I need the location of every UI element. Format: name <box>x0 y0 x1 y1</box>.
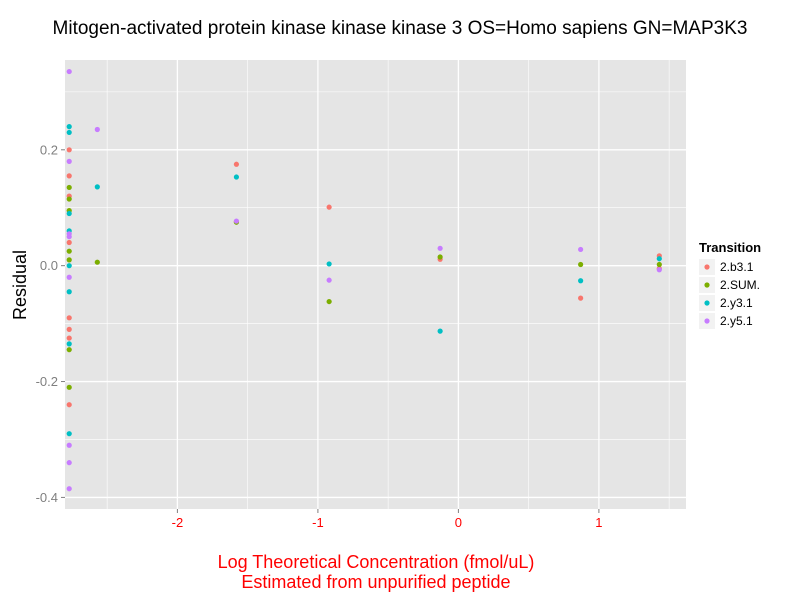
data-point-2.y5.1 <box>66 442 72 448</box>
data-point-2.y3.1 <box>66 431 72 437</box>
x-tick-label: -2 <box>172 515 184 530</box>
legend-label-2.y5.1: 2.y5.1 <box>720 314 753 328</box>
data-point-2.b3.1 <box>326 204 332 210</box>
data-point-2.b3.1 <box>66 147 72 153</box>
x-axis-label-line-1: Log Theoretical Concentration (fmol/uL) <box>218 552 535 572</box>
data-points <box>66 68 662 492</box>
legend-label-2.b3.1: 2.b3.1 <box>720 260 754 274</box>
data-point-2.b3.1 <box>66 335 72 341</box>
x-tick-label: 0 <box>455 515 462 530</box>
data-point-2.y3.1 <box>656 256 662 262</box>
legend-label-2.y3.1: 2.y3.1 <box>720 296 753 310</box>
data-point-2.SUM. <box>326 298 332 305</box>
data-point-2.SUM. <box>578 261 584 268</box>
data-point-2.b3.1 <box>66 239 72 246</box>
data-point-2.y5.1 <box>326 277 332 283</box>
data-point-2.b3.1 <box>66 315 72 321</box>
legend-label-2.SUM.: 2.SUM. <box>720 278 760 292</box>
data-point-2.SUM. <box>66 347 72 353</box>
data-point-2.SUM. <box>94 259 100 265</box>
data-point-2.b3.1 <box>66 326 72 332</box>
data-point-2.y3.1 <box>94 184 100 190</box>
data-point-2.y5.1 <box>656 267 662 273</box>
data-point-2.y5.1 <box>66 274 72 280</box>
data-point-2.SUM. <box>437 254 443 260</box>
legend-key-2.y5.1 <box>704 318 710 324</box>
legend-title: Transition <box>699 240 761 255</box>
data-point-2.SUM. <box>66 384 72 390</box>
y-tick-label: 0.0 <box>40 258 58 273</box>
data-point-2.SUM. <box>66 196 72 202</box>
y-tick-label: 0.2 <box>40 142 58 157</box>
legend-key-2.SUM. <box>704 282 710 288</box>
data-point-2.SUM. <box>66 257 72 263</box>
data-point-2.y5.1 <box>94 126 100 133</box>
data-point-2.SUM. <box>66 184 72 191</box>
data-point-2.y5.1 <box>578 246 584 253</box>
y-tick-label: -0.2 <box>36 374 58 389</box>
y-axis-label: Residual <box>10 250 30 320</box>
data-point-2.SUM. <box>656 261 662 268</box>
x-tick-label: -1 <box>312 515 324 530</box>
data-point-2.y5.1 <box>66 460 72 466</box>
grid-lines <box>65 60 686 509</box>
legend: Transition 2.b3.1 2.SUM. 2.y3.1 2.y5.1 <box>699 240 761 329</box>
data-point-2.y3.1 <box>233 174 240 180</box>
plot-panel <box>65 60 686 509</box>
data-point-2.y3.1 <box>578 278 584 284</box>
x-axis-ticks: -2 -1 0 1 <box>172 509 603 530</box>
data-point-2.b3.1 <box>578 295 584 301</box>
chart-title: Mitogen-activated protein kinase kinase … <box>53 18 748 39</box>
data-point-2.y3.1 <box>326 261 332 267</box>
data-point-2.y5.1 <box>437 245 443 251</box>
legend-key-2.y3.1 <box>704 300 710 306</box>
data-point-2.b3.1 <box>66 173 72 179</box>
data-point-2.y3.1 <box>437 328 443 334</box>
data-point-2.b3.1 <box>66 402 72 408</box>
x-axis-label-line-2: Estimated from unpurified peptide <box>241 572 510 592</box>
data-point-2.b3.1 <box>233 161 240 167</box>
data-point-2.y5.1 <box>66 234 72 240</box>
y-tick-label: -0.4 <box>36 490 58 505</box>
data-point-2.y3.1 <box>66 129 72 136</box>
data-point-2.y3.1 <box>66 124 72 130</box>
data-point-2.y3.1 <box>66 210 72 217</box>
data-point-2.y5.1 <box>66 68 72 75</box>
data-point-2.y3.1 <box>66 289 72 295</box>
y-axis-ticks: -0.4 -0.2 0.0 0.2 <box>36 142 65 505</box>
data-point-2.y5.1 <box>233 218 240 224</box>
x-tick-label: 1 <box>595 515 602 530</box>
data-point-2.SUM. <box>66 248 72 254</box>
legend-key-2.b3.1 <box>704 264 710 270</box>
data-point-2.y3.1 <box>66 263 72 269</box>
data-point-2.y5.1 <box>66 486 72 492</box>
data-point-2.y3.1 <box>66 341 72 347</box>
data-point-2.y5.1 <box>66 158 72 164</box>
